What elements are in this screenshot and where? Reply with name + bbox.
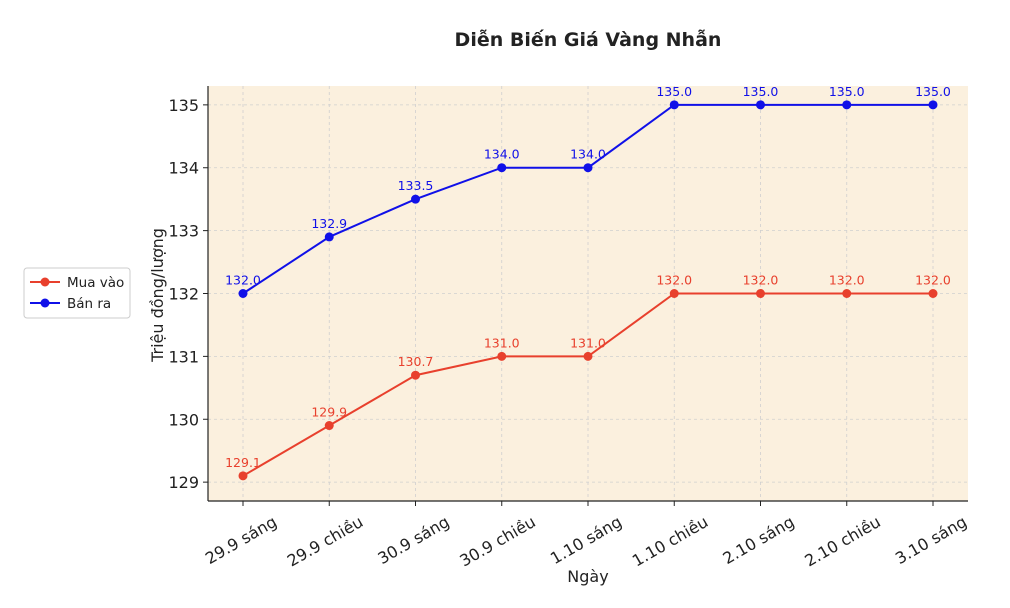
x-tick-label: 1.10 chiều xyxy=(629,512,711,570)
data-label: 132.0 xyxy=(656,273,692,288)
legend-label: Bán ra xyxy=(67,296,111,312)
data-point xyxy=(756,100,765,110)
data-point xyxy=(497,351,507,361)
legend-marker xyxy=(40,298,50,308)
x-tick-label: 30.9 chiều xyxy=(456,512,538,570)
legend: Mua vào Bán ra xyxy=(23,267,131,319)
data-point xyxy=(583,163,593,173)
data-point xyxy=(756,289,765,298)
data-label: 133.5 xyxy=(398,178,434,193)
data-point xyxy=(411,370,420,380)
data-label: 135.0 xyxy=(829,84,865,99)
data-point xyxy=(238,471,248,481)
y-tick-label: 129 xyxy=(168,473,199,492)
data-label: 129.9 xyxy=(311,405,347,420)
data-label: 132.0 xyxy=(829,273,865,288)
data-point xyxy=(238,289,248,298)
data-point xyxy=(669,100,679,110)
data-point xyxy=(411,194,420,204)
chart-title: Diễn Biến Giá Vàng Nhẫn xyxy=(455,27,722,51)
x-tick-label: 30.9 sáng xyxy=(374,512,452,568)
x-tick-label: 2.10 chiều xyxy=(801,512,883,570)
y-tick-label: 134 xyxy=(168,159,199,178)
y-tick-label: 135 xyxy=(168,96,199,115)
data-point xyxy=(324,232,334,242)
data-label: 132.9 xyxy=(311,216,347,231)
legend-marker xyxy=(40,277,50,287)
data-point xyxy=(928,289,938,298)
data-label: 135.0 xyxy=(915,84,951,99)
x-tick-label: 29.9 chiều xyxy=(284,512,366,570)
x-axis-label: Ngày xyxy=(567,567,608,586)
legend-label: Mua vào xyxy=(67,275,124,291)
data-label: 134.0 xyxy=(570,147,606,162)
data-label: 131.0 xyxy=(484,335,520,350)
x-tick-label: 29.9 sáng xyxy=(202,512,280,568)
data-label: 132.0 xyxy=(225,273,261,288)
data-point xyxy=(842,100,852,110)
y-tick-label: 132 xyxy=(168,285,199,304)
legend-box xyxy=(23,267,131,319)
data-label: 135.0 xyxy=(656,84,692,99)
data-label: 132.0 xyxy=(915,273,951,288)
x-tick-label: 2.10 sáng xyxy=(719,512,797,568)
data-point xyxy=(583,351,593,361)
y-tick-label: 131 xyxy=(168,347,199,366)
data-label: 129.1 xyxy=(225,455,261,470)
plot-area: 129 130 131 132 133 134 135 29.9 sáng 29.9 chiều… xyxy=(168,84,970,571)
data-label: 132.0 xyxy=(743,273,779,288)
data-point xyxy=(497,163,507,173)
data-label: 130.7 xyxy=(398,354,434,369)
x-tick-label: 3.10 sáng xyxy=(892,512,970,568)
data-label: 131.0 xyxy=(570,335,606,350)
y-tick-label: 130 xyxy=(168,410,199,429)
data-label: 135.0 xyxy=(743,84,779,99)
data-point xyxy=(324,421,334,431)
data-point xyxy=(669,289,679,298)
x-tick-label: 1.10 sáng xyxy=(547,512,625,568)
data-point xyxy=(928,100,938,110)
data-point xyxy=(842,289,852,298)
data-label: 134.0 xyxy=(484,147,520,162)
y-axis-label: Triệu đồng/lượng xyxy=(148,228,167,363)
y-tick-label: 133 xyxy=(168,222,199,241)
